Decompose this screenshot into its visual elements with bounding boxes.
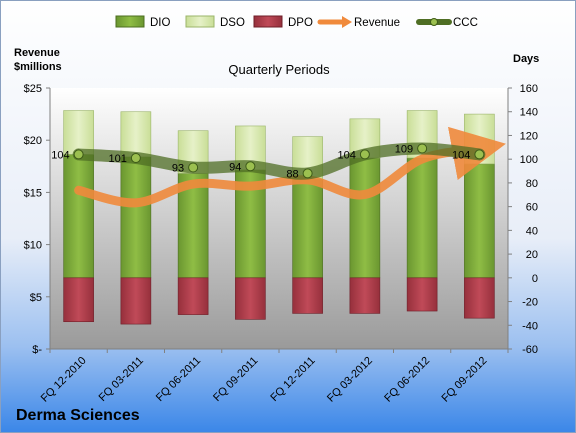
left-tick-label: $15 bbox=[24, 187, 42, 199]
legend-swatch-dio bbox=[115, 15, 145, 28]
left-tick-label: $- bbox=[32, 344, 42, 356]
legend-label: DIO bbox=[150, 17, 171, 29]
left-tick-label: $25 bbox=[24, 83, 42, 95]
legend-revenue-arrowhead bbox=[342, 16, 352, 28]
dso-bar bbox=[63, 110, 94, 155]
ccc-point bbox=[188, 162, 199, 173]
right-tick-label: 100 bbox=[520, 154, 538, 166]
left-axis-label-line2: $millions bbox=[14, 61, 62, 73]
dio-bar bbox=[406, 157, 438, 279]
chart-title: Quarterly Periods bbox=[228, 62, 330, 77]
right-tick-label: -40 bbox=[522, 320, 538, 332]
right-tick-label: 40 bbox=[526, 225, 538, 237]
dpo-bar bbox=[349, 277, 381, 314]
dpo-bar bbox=[63, 277, 94, 323]
left-tick-label: $20 bbox=[24, 135, 42, 147]
dio-bar bbox=[63, 154, 94, 279]
dpo-bar bbox=[406, 277, 438, 312]
dpo-bar bbox=[292, 277, 323, 314]
right-tick-label: 20 bbox=[526, 249, 538, 261]
ccc-point bbox=[474, 149, 485, 160]
right-tick-label: 140 bbox=[520, 107, 538, 119]
ccc-data-label: 109 bbox=[395, 144, 413, 156]
dio-bar bbox=[120, 156, 152, 279]
legend-ccc-marker bbox=[430, 18, 438, 26]
right-tick-label: 120 bbox=[520, 130, 538, 142]
left-tick-label: $10 bbox=[24, 240, 42, 252]
dio-bar bbox=[292, 179, 323, 279]
ccc-point bbox=[302, 168, 313, 179]
lines-layer: 104 101 93 94 88 104 109 104 bbox=[51, 126, 506, 208]
ccc-data-label: 104 bbox=[51, 149, 69, 161]
dso-bar bbox=[120, 111, 152, 158]
dio-bar bbox=[464, 163, 495, 279]
ccc-point bbox=[245, 161, 256, 172]
ccc-point bbox=[130, 152, 141, 163]
ccc-point bbox=[73, 149, 84, 160]
left-axis-label-line1: Revenue bbox=[14, 47, 60, 59]
revenue-line bbox=[74, 126, 506, 208]
dpo-bar bbox=[120, 277, 152, 325]
legend-swatch-dso bbox=[185, 15, 215, 28]
ccc-data-label: 104 bbox=[338, 149, 356, 161]
right-tick-label: 160 bbox=[520, 83, 538, 95]
legend: DIO DSO DPO Revenue CCC bbox=[115, 15, 478, 29]
ccc-data-label: 93 bbox=[172, 162, 184, 174]
legend-label: DPO bbox=[288, 17, 313, 29]
right-tick-label: -60 bbox=[522, 344, 538, 356]
ccc-point bbox=[417, 143, 428, 154]
right-tick-label: 0 bbox=[532, 273, 538, 285]
dio-bar bbox=[349, 157, 381, 279]
company-name: Derma Sciences bbox=[16, 407, 140, 424]
dpo-bar bbox=[464, 277, 495, 319]
dpo-bar bbox=[177, 277, 209, 315]
right-axis-label: Days bbox=[513, 53, 539, 65]
ccc-data-label: 101 bbox=[109, 153, 127, 165]
ccc-point bbox=[359, 149, 370, 160]
ccc-data-label: 88 bbox=[286, 168, 298, 180]
plot-area bbox=[50, 88, 508, 349]
legend-label: Revenue bbox=[354, 17, 400, 29]
right-tick-label: 60 bbox=[526, 202, 538, 214]
legend-label: CCC bbox=[453, 17, 478, 29]
ccc-data-label: 94 bbox=[229, 161, 241, 173]
legend-label: DSO bbox=[220, 17, 245, 29]
left-tick-label: $5 bbox=[30, 292, 42, 304]
right-tick-label: -20 bbox=[522, 297, 538, 309]
dpo-bar bbox=[235, 277, 266, 320]
legend-swatch-dpo bbox=[253, 15, 283, 28]
right-tick-label: 80 bbox=[526, 178, 538, 190]
ccc-data-label: 104 bbox=[452, 149, 470, 161]
